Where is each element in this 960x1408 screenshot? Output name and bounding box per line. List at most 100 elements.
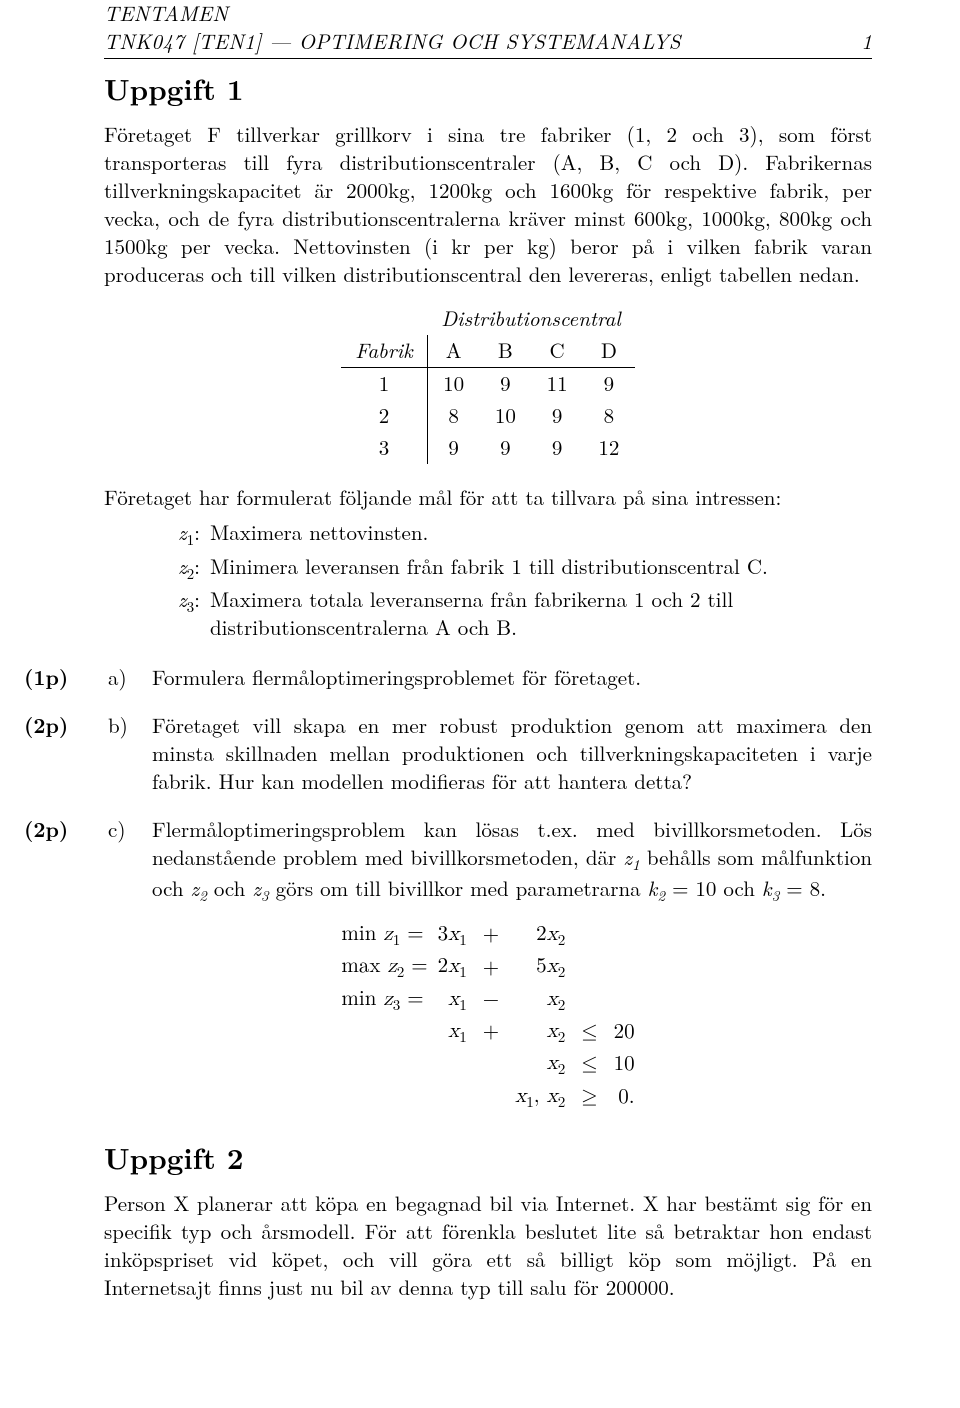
math-lhs: min z3 = bbox=[335, 985, 431, 1017]
math-lhs bbox=[335, 1049, 431, 1081]
goal-var: z bbox=[178, 551, 187, 581]
task-points: (2p) bbox=[24, 816, 90, 844]
table-super-header: Distributionscentral bbox=[427, 303, 635, 335]
goal-sub: 3 bbox=[187, 596, 195, 617]
table-cell: 9 bbox=[479, 367, 531, 399]
table-cell: 9 bbox=[531, 432, 583, 464]
math-op: − bbox=[473, 985, 509, 1017]
profit-table: Distributionscentral Fabrik A B C D 1 10… bbox=[341, 303, 635, 464]
goal-key: z2: bbox=[104, 553, 210, 584]
math-op: + bbox=[473, 952, 509, 984]
header-page-number: 1 bbox=[861, 28, 872, 56]
math-term: x1 bbox=[432, 1017, 473, 1049]
math-rel: ≥ bbox=[571, 1082, 607, 1114]
task-label: a) bbox=[90, 664, 152, 692]
table-row: 3 9 9 9 12 bbox=[341, 432, 635, 464]
task-points: (1p) bbox=[24, 664, 90, 692]
goal-key: z1: bbox=[104, 519, 210, 550]
math-term bbox=[432, 1082, 473, 1114]
math-rhs: 20 bbox=[608, 1017, 641, 1049]
math-z: z bbox=[623, 842, 632, 872]
table-col-A: A bbox=[427, 335, 479, 367]
table-row: 1 10 9 11 9 bbox=[341, 367, 635, 399]
math-term: 5x2 bbox=[509, 952, 571, 984]
task-c-k2eq: = 10 och bbox=[665, 873, 762, 903]
math-sub: 2 bbox=[657, 885, 665, 906]
table-col-D: D bbox=[583, 335, 635, 367]
math-rel bbox=[571, 985, 607, 1017]
table-col-B: B bbox=[479, 335, 531, 367]
math-row: max z2 = 2x1 + 5x2 bbox=[335, 952, 640, 984]
task-text: Företaget vill skapa en mer robust produ… bbox=[152, 712, 872, 796]
task-c-k3eq: = 8. bbox=[779, 873, 826, 903]
math-row: min z1 = 3x1 + 2x2 bbox=[335, 920, 640, 952]
math-z: z bbox=[191, 873, 200, 903]
table-row-header: Fabrik bbox=[341, 335, 427, 367]
table-cell: 9 bbox=[531, 400, 583, 432]
uppgift2-paragraph: Person X planerar att köpa en begagnad b… bbox=[104, 1190, 872, 1302]
goal-list: z1: Maximera nettovinsten. z2: Minimera … bbox=[104, 519, 872, 641]
math-sub: 3 bbox=[261, 885, 269, 906]
math-op: + bbox=[473, 920, 509, 952]
goal-text: Maximera nettovinsten. bbox=[210, 519, 872, 550]
task-label: c) bbox=[90, 816, 152, 844]
math-lhs bbox=[335, 1017, 431, 1049]
table-cell: 10 bbox=[427, 367, 479, 399]
math-lhs: max z2 = bbox=[335, 952, 431, 984]
math-sub: 1 bbox=[632, 854, 640, 875]
header-line2-left: TNK047 [TEN1] — OPTIMERING OCH SYSTEMANA… bbox=[104, 28, 681, 56]
table-cell: 8 bbox=[427, 400, 479, 432]
table-cell: 10 bbox=[479, 400, 531, 432]
math-lhs: min z1 = bbox=[335, 920, 431, 952]
math-op bbox=[473, 1049, 509, 1081]
table-cell: 3 bbox=[341, 432, 427, 464]
math-row: min z3 = x1 − x2 bbox=[335, 985, 640, 1017]
math-rel bbox=[571, 952, 607, 984]
goal-row: z2: Minimera leveransen från fabrik 1 ti… bbox=[104, 553, 872, 584]
math-term: x1 bbox=[432, 985, 473, 1017]
goal-sub: 1 bbox=[187, 530, 195, 551]
math-term: 2x1 bbox=[432, 952, 473, 984]
math-rhs bbox=[608, 920, 641, 952]
table-cell: 8 bbox=[583, 400, 635, 432]
goal-row: z1: Maximera nettovinsten. bbox=[104, 519, 872, 550]
math-row: x2 ≤ 10 bbox=[335, 1049, 640, 1081]
goal-key: z3: bbox=[104, 586, 210, 642]
math-op: + bbox=[473, 1017, 509, 1049]
math-rhs: 10 bbox=[608, 1049, 641, 1081]
math-term: 2x2 bbox=[509, 920, 571, 952]
math-rel: ≤ bbox=[571, 1017, 607, 1049]
math-row: x1 + x2 ≤ 20 bbox=[335, 1017, 640, 1049]
math-sub: 2 bbox=[199, 885, 207, 906]
math-rhs bbox=[608, 985, 641, 1017]
table-row: 2 8 10 9 8 bbox=[341, 400, 635, 432]
math-term: 3x1 bbox=[432, 920, 473, 952]
table-cell: 9 bbox=[479, 432, 531, 464]
task-c-mid3: görs om till bivillkor med parametrarna bbox=[269, 873, 648, 903]
goal-var: z bbox=[178, 517, 187, 547]
header-line1: TENTAMEN bbox=[104, 0, 228, 28]
page-header: TENTAMEN TNK047 [TEN1] — OPTIMERING OCH … bbox=[104, 0, 872, 59]
math-rhs: 0. bbox=[608, 1082, 641, 1114]
math-term: x2 bbox=[509, 985, 571, 1017]
goals-intro: Företaget har formulerat följande mål fö… bbox=[104, 484, 872, 512]
math-term: x2 bbox=[509, 1017, 571, 1049]
math-lhs bbox=[335, 1082, 431, 1114]
table-cell: 9 bbox=[427, 432, 479, 464]
math-rel: ≤ bbox=[571, 1049, 607, 1081]
goal-sub: 2 bbox=[187, 563, 195, 584]
math-rhs bbox=[608, 952, 641, 984]
task-c: (2p) c) Flermåloptimeringsproblem kan lö… bbox=[104, 816, 872, 907]
math-row: x1, x2 ≥ 0. bbox=[335, 1082, 640, 1114]
table-cell: 12 bbox=[583, 432, 635, 464]
math-term: x1, x2 bbox=[509, 1082, 571, 1114]
goal-text: Maximera totala leveranserna från fabrik… bbox=[210, 586, 872, 642]
math-op bbox=[473, 1082, 509, 1114]
task-c-mid2: och bbox=[207, 873, 253, 903]
goal-row: z3: Maximera totala leveranserna från fa… bbox=[104, 586, 872, 642]
task-b: (2p) b) Företaget vill skapa en mer robu… bbox=[104, 712, 872, 796]
profit-table-wrap: Distributionscentral Fabrik A B C D 1 10… bbox=[104, 303, 872, 464]
table-cell: 2 bbox=[341, 400, 427, 432]
table-cell: 9 bbox=[583, 367, 635, 399]
math-rel bbox=[571, 920, 607, 952]
